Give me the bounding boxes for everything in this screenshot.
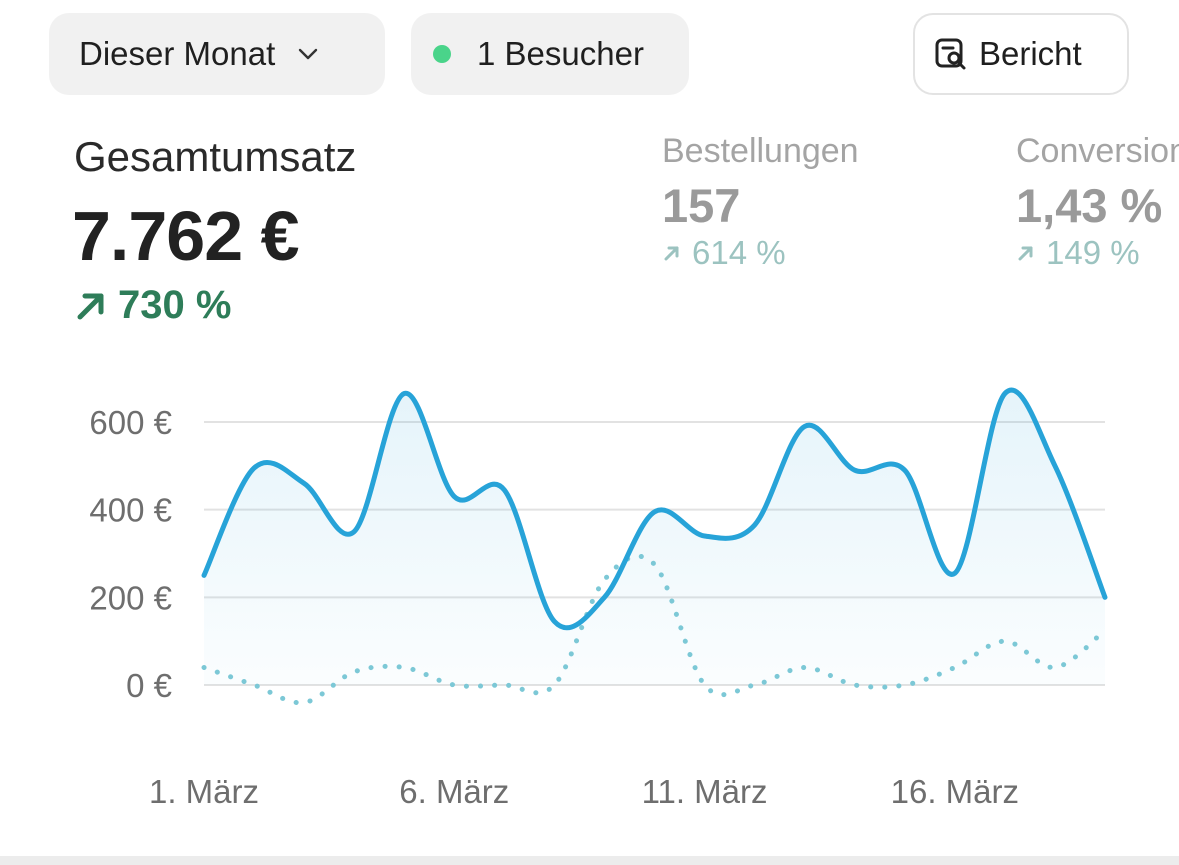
- sales-chart[interactable]: 0 € 200 € 400 € 600 € 1. März 6. März 11. Mär…: [0, 360, 1179, 840]
- arrow-up-right-icon: [1018, 246, 1033, 261]
- chevron-down-icon: [299, 48, 318, 60]
- y-tick-label: 400 €: [89, 492, 172, 529]
- total-sales-delta: 730 %: [74, 283, 231, 328]
- report-search-icon: [935, 38, 966, 70]
- x-tick-label: 11. März: [642, 773, 768, 810]
- visitors-label: 1 Besucher: [477, 35, 644, 72]
- conversion-value: 1,43 %: [1016, 179, 1163, 232]
- live-dot-icon: [433, 45, 451, 63]
- y-tick-label: 200 €: [89, 579, 172, 616]
- visitors-button[interactable]: 1 Besucher: [411, 13, 689, 95]
- orders-delta: 614 %: [662, 234, 786, 272]
- conversion-delta: 149 %: [1016, 234, 1140, 272]
- total-sales-value: 7.762 €: [72, 197, 300, 275]
- total-sales-title[interactable]: Gesamtumsatz: [74, 133, 357, 180]
- arrow-up-right-icon: [664, 246, 679, 261]
- total-sales-delta-text: 730 %: [118, 283, 232, 327]
- report-label: Bericht: [979, 35, 1082, 72]
- x-tick-label: 1. März: [149, 773, 259, 810]
- orders-title[interactable]: Bestellungen: [662, 132, 859, 170]
- sales-area-fill: [204, 390, 1105, 685]
- bottom-divider: [0, 856, 1179, 865]
- y-tick-label: 600 €: [89, 404, 172, 441]
- period-dropdown[interactable]: Dieser Monat: [49, 13, 385, 95]
- x-tick-label: 6. März: [399, 773, 509, 810]
- comparison-series-line: [201, 553, 1108, 706]
- report-button[interactable]: Bericht: [913, 13, 1129, 95]
- conversion-delta-text: 149 %: [1046, 234, 1140, 271]
- x-tick-label: 16. März: [891, 773, 1019, 810]
- arrow-up-right-icon: [77, 293, 104, 319]
- period-label: Dieser Monat: [79, 35, 276, 72]
- sales-series-line: [201, 387, 1108, 631]
- orders-delta-text: 614 %: [692, 234, 786, 271]
- conversion-title[interactable]: Conversion: [1016, 132, 1179, 170]
- orders-value: 157: [662, 179, 741, 232]
- y-tick-label: 0 €: [126, 667, 172, 704]
